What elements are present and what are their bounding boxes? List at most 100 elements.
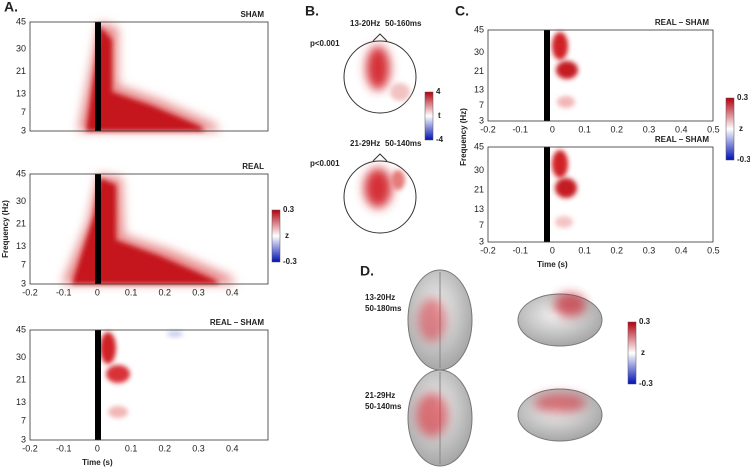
x-tick-label: -0.2 [480,124,496,134]
panel-label: A. [4,0,18,15]
y-tick-label: 3 [479,236,484,246]
colorbar-label: t [438,111,441,120]
x-tick-label: 0.2 [611,124,624,134]
x-tick-label: -0.1 [56,443,72,453]
y-tick-label: 3 [21,434,26,444]
y-tick-label: 13 [16,241,26,251]
plot-frame [29,329,269,441]
y-tick-label: 13 [474,204,484,214]
window: 50-140ms [385,139,422,148]
x-tick-label: 0.5 [707,245,720,255]
plot-title: REAL – SHAM [655,135,709,144]
colorbar [424,91,434,141]
y-tick-label: 30 [474,165,484,175]
colorbar-max: 4 [436,87,441,96]
band: 21-29Hz [365,391,395,400]
y-axis-label: Frequency (Hz) [459,108,468,166]
y-tick-label: 7 [479,100,484,110]
brain-renders [407,269,603,467]
plot-frame [29,173,269,285]
y-tick-label: 45 [16,16,26,26]
heatmap-fills [62,22,578,440]
y-tick-label: 3 [21,278,26,288]
colorbar [627,321,637,385]
y-tick-label: 30 [16,352,26,362]
x-tick-label: 0.3 [643,124,656,134]
y-tick-label: 7 [479,220,484,230]
x-tick-label: 0.2 [159,287,172,297]
x-tick-label: 0.3 [192,287,205,297]
y-axis-label: Frequency (Hz) [1,200,10,258]
y-tick-label: 45 [16,324,26,334]
y-tick-label: 21 [16,218,26,228]
x-tick-label: 0.4 [675,124,688,134]
y-tick-label: 21 [474,185,484,195]
y-tick-label: 45 [474,141,484,151]
y-tick-label: 3 [479,115,484,125]
x-tick-label: 0.1 [125,287,138,297]
panel-label: B. [305,3,319,19]
colorbar-label: z [641,348,645,357]
colorbar-min: -0.3 [737,155,750,164]
x-axis-label: Time (s) [82,458,113,467]
colorbar-max: 0.3 [737,93,749,102]
y-tick-label: 30 [16,196,26,206]
x-tick-label: 0.5 [707,124,720,134]
panel-label: D. [360,263,374,279]
p-value: p<0.001 [310,39,340,48]
y-tick-label: 13 [474,84,484,94]
window: 50-180ms [365,304,402,313]
y-tick-label: 3 [21,125,26,135]
x-tick-label: -0.1 [512,245,528,255]
band: 13-20Hz [365,293,395,302]
plot-frame [487,29,714,122]
y-tick-label: 21 [16,66,26,76]
x-tick-label: 0.3 [192,443,205,453]
window: 50-160ms [385,19,422,28]
y-tick-label: 13 [16,88,26,98]
band: 13-20Hz [350,19,380,28]
plot-title: REAL – SHAM [210,318,264,327]
x-tick-label: 0.3 [643,245,656,255]
x-tick-label: 0.2 [611,245,624,255]
x-tick-label: 0.1 [578,124,591,134]
x-tick-label: 0.4 [226,443,239,453]
y-tick-label: 13 [16,397,26,407]
colorbar [271,209,281,263]
y-tick-label: 21 [474,66,484,76]
colorbar-label: z [285,231,289,240]
plot-title: REAL [242,162,264,171]
y-tick-label: 7 [21,416,26,426]
x-tick-label: 0.1 [578,245,591,255]
x-axis-label: Time (s) [537,260,568,269]
colorbar [725,97,735,161]
x-tick-label: 0 [95,287,100,297]
x-tick-label: 0 [95,443,100,453]
colorbar-label: z [739,124,743,133]
x-tick-label: -0.1 [512,124,528,134]
y-tick-label: 30 [474,47,484,57]
p-value: p<0.001 [310,159,340,168]
x-tick-label: 0.2 [159,443,172,453]
plot-title: SHAM [240,10,264,19]
x-tick-label: 0.4 [226,287,239,297]
plot-title: REAL – SHAM [655,18,709,27]
panel-label: C. [455,3,469,19]
x-tick-label: -0.2 [22,287,38,297]
x-tick-label: 0 [550,124,555,134]
plot-frame [29,21,269,132]
y-tick-label: 7 [21,107,26,117]
colorbar-min: -0.3 [639,379,653,388]
colorbar-max: 0.3 [283,205,295,214]
x-tick-label: -0.2 [480,245,496,255]
x-tick-label: 0.4 [675,245,688,255]
colorbar-min: -0.3 [283,257,297,266]
topoplots [343,33,417,234]
y-tick-label: 30 [16,44,26,54]
y-tick-label: 45 [16,168,26,178]
plot-frame [487,146,714,243]
x-tick-label: -0.1 [56,287,72,297]
colorbar-max: 0.3 [639,317,651,326]
x-tick-label: -0.2 [22,443,38,453]
